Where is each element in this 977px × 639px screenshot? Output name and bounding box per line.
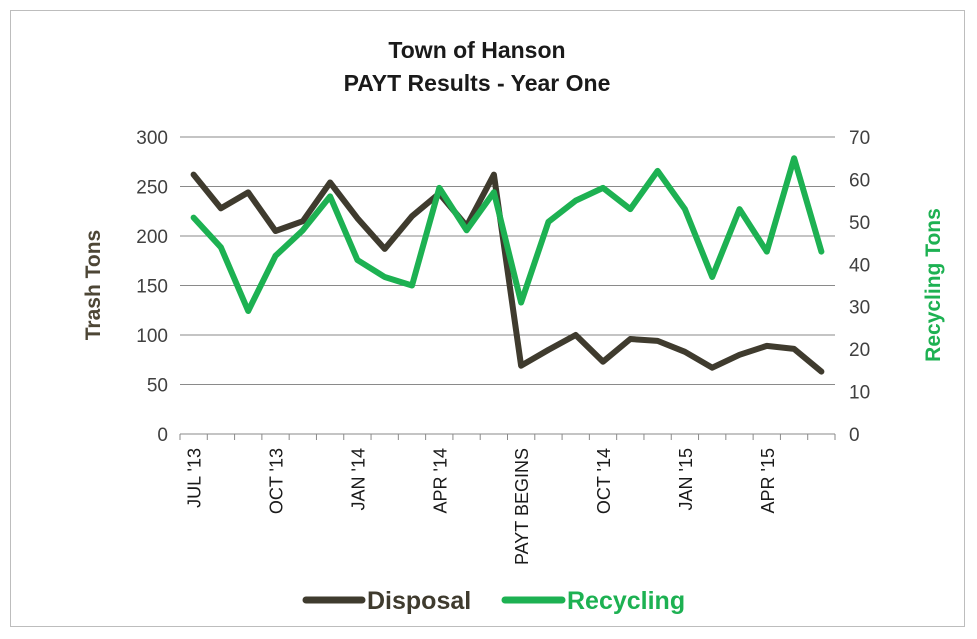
y-right-tick-label: 60 — [849, 170, 870, 191]
y-left-tick-label: 300 — [136, 128, 168, 149]
y-left-tick-label: 0 — [157, 425, 168, 446]
y-right-tick-label: 40 — [849, 255, 870, 276]
y-left-tick-label: 150 — [136, 277, 168, 298]
chart-title-line-1: Town of Hanson — [388, 37, 565, 63]
x-tick-label: JAN '14 — [348, 448, 368, 510]
y-left-axis-label: Trash Tons — [82, 230, 105, 340]
x-tick-label: OCT '14 — [594, 448, 614, 514]
x-tick-label: OCT '13 — [267, 448, 287, 514]
series-line-disposal — [194, 175, 822, 372]
chart-title-line-2: PAYT Results - Year One — [344, 70, 611, 96]
chart-title: Town of Hanson PAYT Results - Year One — [344, 37, 611, 96]
legend-label-recycling: Recycling — [567, 587, 685, 615]
y-right-tick-label: 70 — [849, 128, 870, 149]
y-right-tick-labels: 0 10 20 30 40 50 60 70 — [849, 128, 870, 446]
x-tick-labels: JUL '13 OCT '13 JAN '14 APR '14 PAYT BEGINS O… — [185, 448, 778, 565]
x-tick-label: APR '14 — [430, 448, 450, 513]
x-tick-label: JUL '13 — [185, 448, 205, 508]
y-right-axis-label: Recycling Tons — [922, 208, 945, 362]
x-tick-label: JAN '15 — [676, 448, 696, 510]
y-right-tick-label: 20 — [849, 340, 870, 361]
y-right-tick-label: 10 — [849, 383, 870, 404]
y-right-tick-label: 50 — [849, 213, 870, 234]
y-left-tick-label: 100 — [136, 326, 168, 347]
y-left-tick-label: 200 — [136, 227, 168, 248]
y-right-tick-label: 30 — [849, 298, 870, 319]
legend: Disposal Recycling — [306, 587, 685, 615]
y-left-tick-label: 50 — [147, 376, 168, 397]
y-left-tick-label: 250 — [136, 178, 168, 199]
y-right-tick-label: 0 — [849, 425, 860, 446]
x-tick-label: PAYT BEGINS — [512, 448, 532, 565]
series-lines — [194, 158, 822, 371]
y-left-tick-labels: 0 50 100 150 200 250 300 — [136, 128, 168, 446]
x-tick-label: APR '15 — [758, 448, 778, 513]
legend-label-disposal: Disposal — [367, 587, 471, 615]
